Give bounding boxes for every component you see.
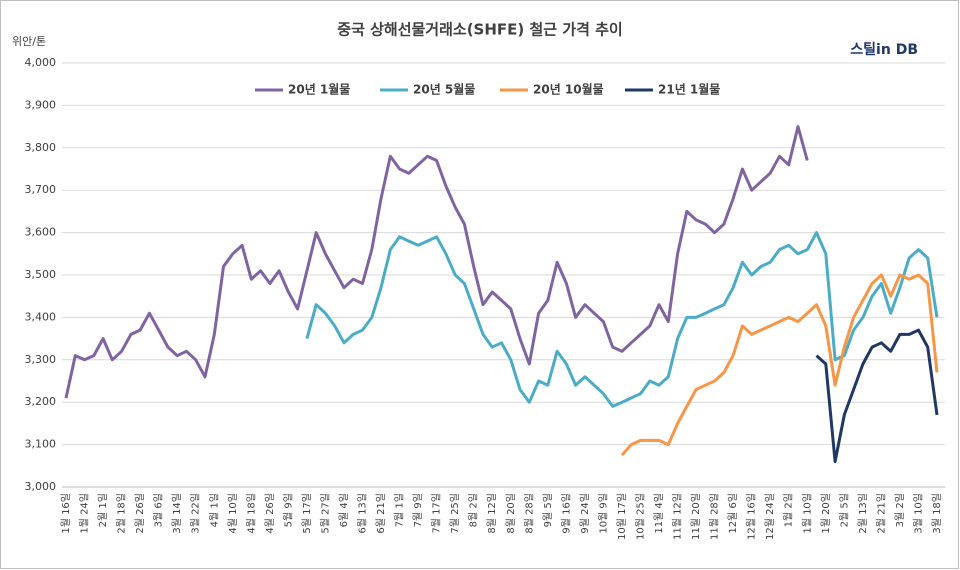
x-tick-label: 8월 28일 — [523, 493, 535, 534]
series-line — [620, 273, 939, 457]
x-tick-label: 4월 18일 — [245, 493, 257, 534]
y-axis-label: 위안/톤 — [12, 35, 46, 48]
x-tick-label: 6월 21일 — [375, 493, 387, 534]
x-tick-label: 10월 9일 — [597, 493, 609, 534]
x-tick-label: 4월 10일 — [227, 493, 239, 534]
source-logo: 스틸in DB — [850, 42, 918, 58]
x-tick-label: 7월 9일 — [412, 493, 424, 527]
series-line — [815, 328, 939, 464]
chart-title: 중국 상해선물거래소(SHFE) 철근 가격 추이 — [337, 21, 622, 39]
y-tick-label: 4,000 — [25, 56, 57, 69]
x-tick-label: 12월 24일 — [764, 493, 776, 540]
x-tick-label: 11월 20일 — [690, 493, 702, 540]
x-tick-label: 3월 14일 — [171, 493, 183, 534]
y-tick-label: 3,200 — [25, 395, 57, 408]
x-tick-label: 2월 1일 — [97, 493, 109, 527]
x-tick-label: 1월 10일 — [801, 493, 813, 534]
x-tick-label: 1월 16일 — [60, 493, 72, 534]
x-tick-label: 3월 2일 — [894, 493, 906, 527]
x-tick-label: 2월 21일 — [875, 493, 887, 534]
x-tick-label: 11월 4일 — [653, 493, 665, 534]
x-tick-label: 1월 2일 — [783, 493, 795, 527]
x-tick-label: 9월 24일 — [579, 493, 591, 534]
x-tick-label: 2월 13일 — [857, 493, 869, 534]
x-tick-label: 2월 5일 — [838, 493, 850, 527]
legend-label: 20년 10월물 — [533, 82, 604, 97]
y-tick-label: 3,100 — [25, 438, 57, 451]
y-tick-label: 3,700 — [25, 183, 57, 196]
x-tick-label: 4월 1일 — [208, 493, 220, 527]
x-tick-label: 8월 20일 — [505, 493, 517, 534]
legend-label: 20년 5월물 — [413, 82, 475, 97]
x-tick-label: 7월 1일 — [394, 493, 406, 527]
y-tick-label: 3,500 — [25, 268, 57, 281]
y-tick-label: 3,000 — [25, 480, 57, 493]
x-tick-label: 5월 17일 — [301, 493, 313, 534]
x-tick-label: 1월 24일 — [79, 493, 91, 534]
x-tick-label: 2월 26일 — [134, 493, 146, 534]
series-line — [305, 231, 939, 408]
x-tick-label: 3월 10일 — [912, 493, 924, 534]
x-tick-label: 10월 17일 — [616, 493, 628, 540]
y-tick-label: 3,400 — [25, 310, 57, 323]
x-tick-label: 1월 20일 — [820, 493, 832, 534]
x-tick-label: 3월 18일 — [931, 493, 943, 534]
x-tick-label: 5월 27일 — [319, 493, 331, 534]
series-line — [64, 125, 809, 399]
x-tick-label: 9월 16일 — [560, 493, 572, 534]
x-tick-label: 3월 22일 — [190, 493, 202, 534]
x-tick-label: 8월 12일 — [486, 493, 498, 534]
x-tick-label: 12월 6일 — [727, 493, 739, 534]
x-tick-label: 10월 25일 — [634, 493, 646, 540]
legend-label: 20년 1월물 — [288, 82, 350, 97]
x-tick-label: 9월 5일 — [542, 493, 554, 527]
legend-label: 21년 1월물 — [658, 82, 720, 97]
x-tick-label: 6월 4일 — [338, 493, 350, 527]
y-tick-label: 3,300 — [25, 353, 57, 366]
x-tick-label: 6월 13일 — [357, 493, 369, 534]
x-tick-label: 8월 2일 — [468, 493, 480, 527]
x-tick-label: 12월 16일 — [746, 493, 758, 540]
x-tick-label: 7월 17일 — [431, 493, 443, 534]
x-tick-label: 11월 12일 — [672, 493, 684, 540]
x-tick-label: 3월 6일 — [153, 493, 165, 527]
x-tick-label: 2월 18일 — [116, 493, 128, 534]
x-tick-label: 7월 25일 — [449, 493, 461, 534]
x-tick-label: 11월 28일 — [709, 493, 721, 540]
y-tick-label: 3,800 — [25, 141, 57, 154]
x-tick-label: 4월 26일 — [264, 493, 276, 534]
x-tick-label: 5월 9일 — [282, 493, 294, 527]
y-tick-label: 3,900 — [25, 98, 57, 111]
y-tick-label: 3,600 — [25, 226, 57, 239]
